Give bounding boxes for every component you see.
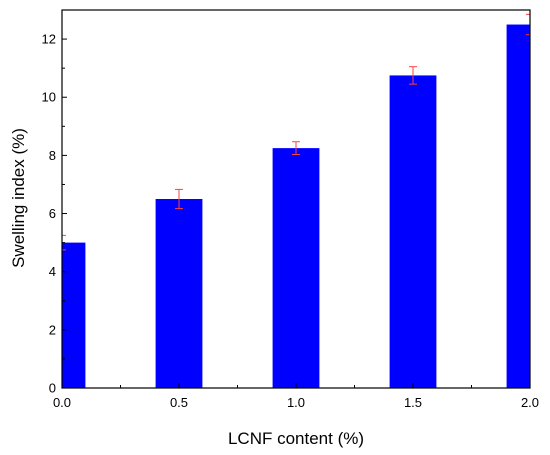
y-tick-label: 6: [49, 206, 56, 221]
ticks: 0 2 4 6 8 10 12 0.0 0.5 1.0 1.5 2.0: [42, 32, 540, 410]
bar: [272, 148, 320, 388]
x-tick-label: 2.0: [521, 395, 539, 410]
bar: [62, 242, 86, 388]
bar: [155, 199, 203, 388]
y-tick-label: 12: [42, 32, 56, 47]
y-axis-title: Swelling index (%): [9, 128, 28, 268]
bar: [506, 24, 530, 388]
x-tick-label: 0.5: [170, 395, 188, 410]
bars: [62, 24, 530, 388]
x-tick-label: 0.0: [53, 395, 71, 410]
y-tick-label: 10: [42, 90, 56, 105]
x-tick-label: 1.5: [404, 395, 422, 410]
error-bars: [62, 13, 530, 251]
y-tick-label: 8: [49, 148, 56, 163]
y-tick-label: 0: [49, 381, 56, 396]
y-tick-label: 2: [49, 322, 56, 337]
bar: [389, 75, 437, 388]
x-axis-title: LCNF content (%): [228, 429, 364, 448]
x-tick-label: 1.0: [287, 395, 305, 410]
y-tick-label: 4: [49, 264, 56, 279]
